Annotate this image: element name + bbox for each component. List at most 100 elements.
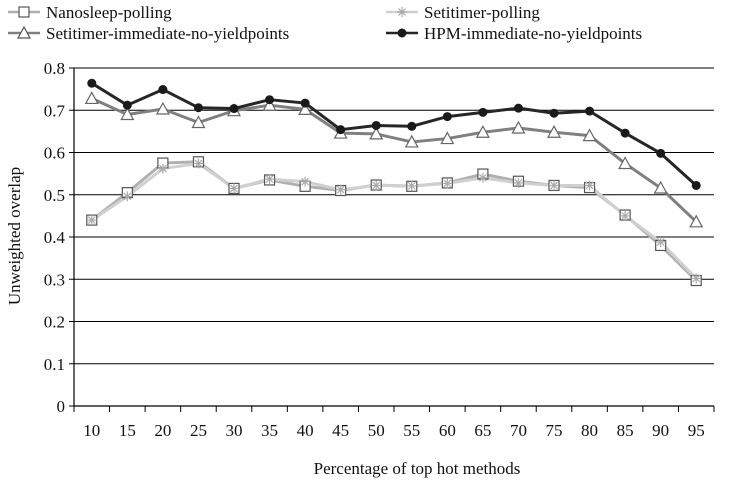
series-line-2 [91, 97, 698, 223]
y-tick-label: 0.3 [44, 270, 65, 289]
x-tick-label: 85 [617, 421, 634, 440]
legend-item-setitimer-immediate: Setitimer-immediate-no-yieldpoints [8, 24, 289, 43]
data-point-s1-90 [655, 237, 666, 248]
legend-label-hpm-immediate: HPM-immediate-no-yieldpoints [424, 24, 642, 43]
legend-item-hpm-immediate: HPM-immediate-no-yieldpoints [386, 24, 642, 43]
data-point-s3-50 [371, 120, 381, 130]
data-point-s3-75 [549, 108, 559, 118]
data-point-s2-35 [262, 97, 277, 111]
data-point-s3-55 [407, 121, 417, 131]
data-point-s2-95 [689, 214, 704, 228]
data-point-s2-90 [653, 180, 668, 194]
data-point-s2-15 [120, 107, 135, 121]
data-point-s2-40 [298, 102, 313, 116]
data-point-s3-10 [87, 78, 97, 88]
y-tick-labels: 0 0.1 0.2 0.3 0.4 0.5 0.6 0.7 0.8 [44, 59, 66, 416]
data-point-s1-60 [442, 178, 453, 189]
data-point-s3-65 [478, 107, 488, 117]
y-tick-label: 0 [57, 397, 66, 416]
data-point-s3-85 [620, 128, 630, 138]
data-point-s2-75 [546, 124, 562, 138]
y-tick-label: 0.2 [44, 313, 65, 332]
x-tick-label: 75 [546, 421, 563, 440]
data-point-s1-70 [513, 177, 524, 188]
axes [69, 67, 715, 412]
data-point-s2-20 [155, 101, 170, 115]
data-point-s1-65 [477, 172, 488, 183]
data-point-s3-30 [229, 104, 239, 114]
x-tick-label: 55 [403, 421, 420, 440]
data-point-s1-25 [193, 158, 204, 169]
y-tick-label: 0.5 [44, 186, 65, 205]
data-point-s3-95 [691, 180, 701, 190]
data-point-s1-75 [549, 180, 559, 191]
x-tick-label: 20 [154, 421, 171, 440]
legend-label-nanosleep: Nanosleep-polling [46, 3, 172, 22]
data-point-s3-45 [336, 125, 346, 135]
data-point-s1-40 [300, 176, 311, 187]
x-tick-label: 40 [297, 421, 314, 440]
data-point-s1-95 [691, 273, 702, 284]
data-point-s1-85 [620, 210, 631, 221]
data-point-s3-70 [513, 103, 523, 113]
series-line-1 [90, 161, 698, 280]
data-point-s2-70 [511, 120, 526, 134]
y-tick-label: 0.6 [44, 144, 65, 163]
data-point-s2-85 [618, 156, 633, 170]
data-point-s1-55 [406, 180, 417, 191]
x-tick-label: 45 [332, 421, 349, 440]
y-axis-label: Unweighted overlap [5, 167, 24, 305]
data-point-s1-20 [157, 163, 168, 174]
x-tick-label: 15 [119, 421, 136, 440]
x-tick-label: 50 [368, 421, 385, 440]
data-point-s2-25 [191, 115, 206, 129]
y-tick-label: 0.7 [44, 101, 66, 120]
x-tick-label: 25 [190, 421, 207, 440]
data-point-s1-80 [584, 180, 595, 191]
series-markers [84, 78, 704, 287]
data-point-s2-55 [404, 134, 419, 148]
data-point-s3-35 [265, 95, 275, 105]
data-point-s3-20 [158, 85, 168, 95]
data-point-s2-50 [369, 126, 384, 140]
x-axis-label: Percentage of top hot methods [314, 459, 521, 478]
y-tick-label: 0.8 [44, 59, 65, 78]
x-tick-label: 10 [83, 421, 100, 440]
legend-item-nanosleep: Nanosleep-polling [8, 3, 172, 22]
data-point-s2-10 [84, 91, 99, 105]
series-line-0 [90, 160, 698, 282]
series-line-3 [90, 81, 698, 187]
data-point-s2-65 [475, 124, 490, 138]
data-point-s1-15 [122, 191, 133, 202]
series-lines [90, 81, 698, 282]
data-point-s2-60 [440, 131, 455, 145]
x-tick-labels: 10 15 20 25 30 35 40 45 50 55 60 65 70 75 80 85 90 95 [83, 421, 704, 440]
data-point-s3-90 [656, 148, 666, 158]
data-point-s2-80 [582, 128, 597, 142]
data-point-s1-45 [335, 184, 346, 195]
data-point-s3-40 [300, 98, 310, 108]
x-tick-label: 30 [226, 421, 243, 440]
data-point-s1-50 [371, 180, 382, 191]
data-point-s1-35 [264, 174, 275, 185]
data-point-s3-15 [122, 100, 132, 110]
data-point-s3-80 [585, 106, 595, 116]
data-point-s1-30 [229, 183, 239, 194]
data-point-s3-25 [193, 103, 203, 113]
x-tick-label: 80 [581, 421, 598, 440]
y-tick-label: 0.1 [44, 355, 65, 374]
grid [74, 67, 714, 365]
legend: Nanosleep-polling Setitimer-polling Seti… [8, 3, 642, 43]
data-point-s3-60 [442, 112, 452, 122]
data-point-s1-10 [86, 215, 97, 226]
legend-label-setitimer-polling: Setitimer-polling [424, 3, 540, 22]
x-tick-label: 35 [261, 421, 278, 440]
x-tick-label: 90 [652, 421, 669, 440]
y-tick-label: 0.4 [44, 228, 66, 247]
x-tick-label: 70 [510, 421, 527, 440]
x-tick-label: 95 [688, 421, 705, 440]
x-tick-label: 60 [439, 421, 456, 440]
legend-label-setitimer-immediate: Setitimer-immediate-no-yieldpoints [46, 24, 289, 43]
x-tick-label: 65 [474, 421, 491, 440]
